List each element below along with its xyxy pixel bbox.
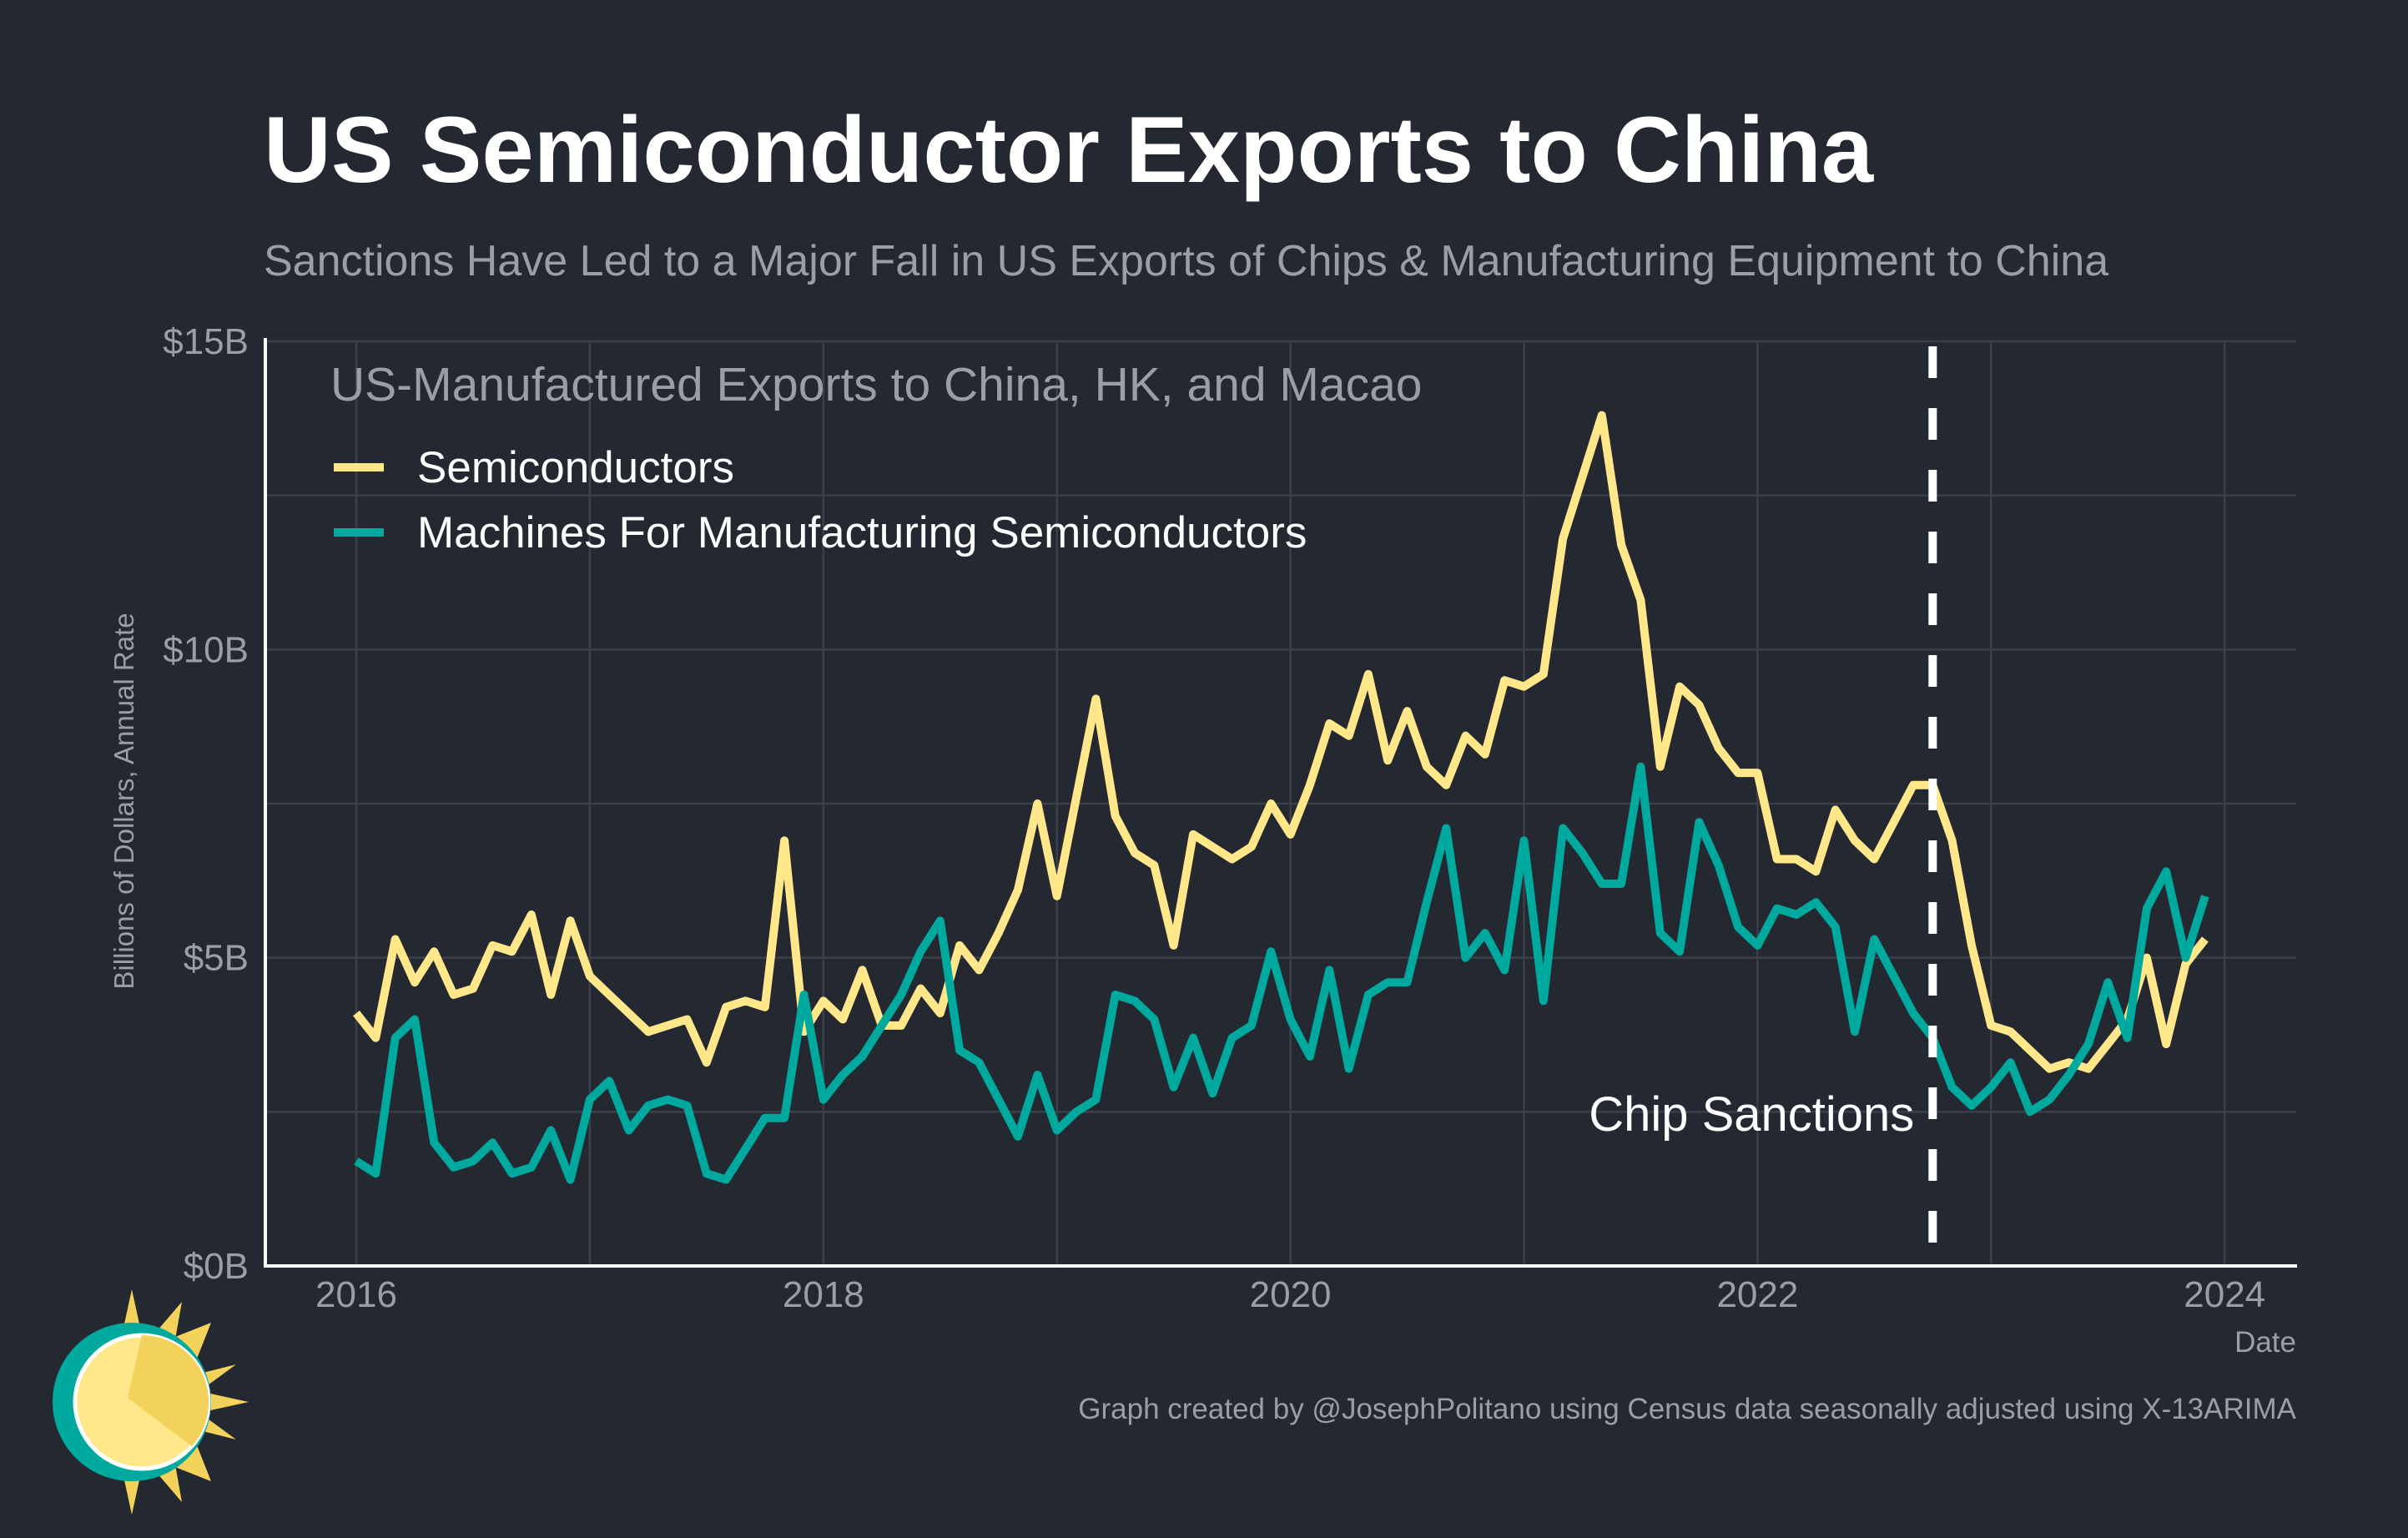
y-tick-label: $5B bbox=[184, 938, 249, 979]
sun-logo-icon bbox=[53, 1289, 249, 1515]
chart-subtitle: Sanctions Have Led to a Major Fall in US… bbox=[264, 237, 2108, 285]
x-tick-label: 2024 bbox=[2184, 1274, 2265, 1315]
legend-label-machines: Machines For Manufacturing Semiconductor… bbox=[417, 508, 1307, 557]
x-tick-label: 2018 bbox=[783, 1274, 864, 1315]
y-tick-label: $15B bbox=[163, 321, 249, 362]
chart-title: US Semiconductor Exports to China bbox=[264, 98, 1874, 202]
y-tick-label: $10B bbox=[163, 629, 249, 670]
series-line-semiconductors bbox=[353, 411, 2209, 1073]
tick-labels: $0B $5B $10B $15B 2016 2018 2020 2022 2024 bbox=[163, 321, 2265, 1315]
series-lines bbox=[353, 411, 2209, 1184]
series-line-machines bbox=[354, 762, 2209, 1184]
legend: Semiconductors Machines For Manufacturin… bbox=[334, 443, 1307, 557]
x-tick-label: 2016 bbox=[315, 1274, 397, 1315]
gridlines bbox=[265, 340, 2296, 1268]
x-axis-label: Date bbox=[2234, 1326, 2296, 1359]
x-tick-label: 2022 bbox=[1716, 1274, 1798, 1315]
chip-sanctions-label: Chip Sanctions bbox=[1589, 1087, 1914, 1142]
legend-label-semiconductors: Semiconductors bbox=[417, 443, 734, 492]
legend-title: US-Manufactured Exports to China, HK, an… bbox=[330, 358, 1422, 411]
credit-text: Graph created by @JosephPolitano using C… bbox=[1078, 1393, 2296, 1425]
x-tick-label: 2020 bbox=[1250, 1274, 1332, 1315]
y-axis-label: Billions of Dollars, Annual Rate bbox=[108, 613, 139, 989]
y-tick-label: $0B bbox=[184, 1246, 249, 1287]
